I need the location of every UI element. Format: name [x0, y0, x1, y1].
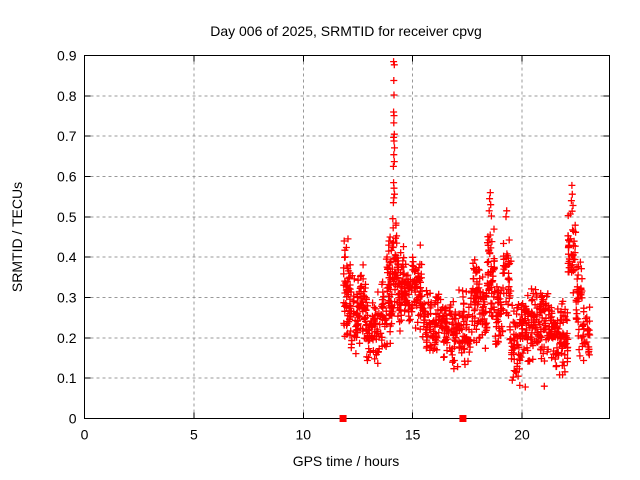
y-tick-label: 0.9: [57, 48, 77, 64]
axis-event-marker: [339, 415, 347, 422]
y-tick-label: 0.6: [57, 169, 77, 185]
scatter-points: [340, 58, 594, 391]
x-axis-label: GPS time / hours: [293, 453, 400, 469]
x-tick-label: 0: [81, 427, 89, 443]
x-tick-label: 15: [405, 427, 421, 443]
y-tick-label: 0.8: [57, 88, 77, 104]
axes: [84, 55, 610, 419]
axis-event-marker: [459, 415, 467, 422]
y-tick-label: 0.5: [57, 209, 77, 225]
y-tick-label: 0: [69, 411, 77, 427]
y-tick-label: 0.4: [57, 249, 77, 265]
tick-labels: 0 5 10 15 20 0 0.1 0.2 0.3 0.4 0.5 0.6 0.7 0.8 0.9: [57, 48, 530, 443]
y-tick-label: 0.3: [57, 290, 77, 306]
y-tick-label: 0.2: [57, 330, 77, 346]
chart-title: Day 006 of 2025, SRMTID for receiver cpv…: [210, 23, 482, 39]
x-tick-label: 20: [514, 427, 530, 443]
plot-border: [84, 55, 610, 419]
y-tick-label: 0.7: [57, 128, 77, 144]
y-axis-label: SRMTID / TECUs: [9, 182, 25, 292]
x-tick-label: 5: [190, 427, 198, 443]
x-tick-label: 10: [295, 427, 311, 443]
grid-lines: [84, 55, 610, 419]
data-points: [339, 58, 594, 422]
y-tick-label: 0.1: [57, 370, 77, 386]
